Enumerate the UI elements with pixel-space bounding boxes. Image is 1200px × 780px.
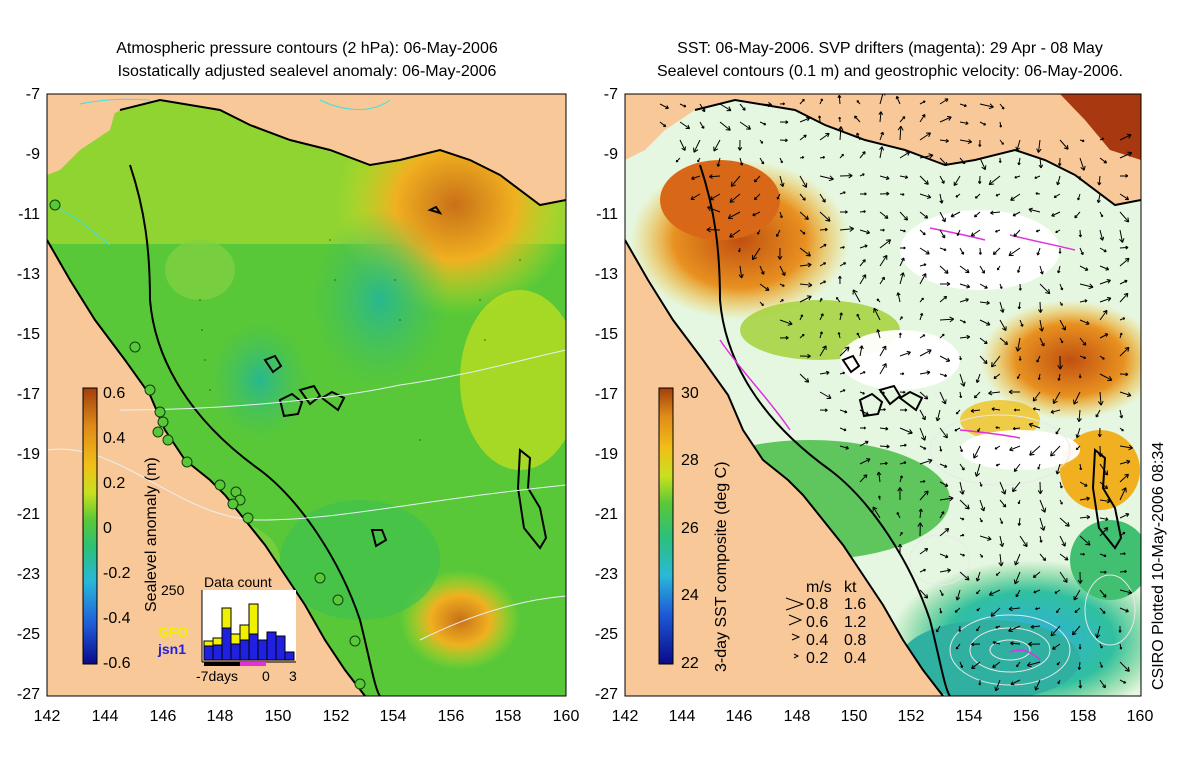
left-x-tick: 154 (373, 708, 413, 726)
left-y-tick: -11 (0, 206, 40, 224)
left-colorbar-tick: 0.4 (103, 430, 125, 448)
right-x-tick: 148 (777, 708, 817, 726)
left-x-tick: 144 (85, 708, 125, 726)
legend-kt-value: 1.2 (844, 614, 866, 632)
legend-ms-value: 0.6 (806, 614, 828, 632)
right-y-tick: -7 (578, 86, 618, 104)
right-y-tick: -15 (578, 326, 618, 344)
left-x-tick: 158 (488, 708, 528, 726)
inset-series-gfo: GFO (158, 624, 188, 640)
right-x-tick: 158 (1063, 708, 1103, 726)
right-y-tick: -21 (578, 506, 618, 524)
legend-kt-value: 1.6 (844, 596, 866, 614)
right-colorbar-tick: 26 (681, 520, 699, 538)
inset-xlabel-right: 3 (289, 668, 297, 684)
left-y-tick: -9 (0, 146, 40, 164)
legend-ms-value: 0.2 (806, 650, 828, 668)
right-map (625, 91, 1170, 720)
inset-xlabel-mid: 0 (262, 668, 270, 684)
right-colorbar-tick: 28 (681, 452, 699, 470)
right-x-tick: 146 (719, 708, 759, 726)
left-map (47, 94, 580, 696)
right-x-tick: 160 (1120, 708, 1160, 726)
left-y-tick: -23 (0, 566, 40, 584)
right-x-tick: 150 (834, 708, 874, 726)
left-colorbar-tick: 0 (103, 520, 112, 538)
left-y-tick: -17 (0, 386, 40, 404)
legend-kt-value: 0.4 (844, 650, 866, 668)
left-y-tick: -19 (0, 446, 40, 464)
left-x-tick: 156 (431, 708, 471, 726)
left-colorbar-label: Sealevel anomaly (m) (143, 457, 161, 612)
data-count-inset (202, 590, 296, 666)
right-y-tick: -25 (578, 626, 618, 644)
left-y-tick: -7 (0, 86, 40, 104)
right-y-tick: -9 (578, 146, 618, 164)
legend-header-ms: m/s (806, 579, 832, 597)
right-y-tick: -11 (578, 206, 618, 224)
legend-ms-value: 0.4 (806, 632, 828, 650)
left-x-tick: 152 (316, 708, 356, 726)
left-colorbar-tick: -0.2 (103, 565, 131, 583)
right-x-tick: 142 (605, 708, 645, 726)
left-x-tick: 150 (258, 708, 298, 726)
inset-xlabel-left: -7days (196, 668, 238, 684)
right-y-tick: -17 (578, 386, 618, 404)
legend-header-kt: kt (844, 579, 856, 597)
left-y-tick: -27 (0, 686, 40, 704)
legend-kt-value: 0.8 (844, 632, 866, 650)
left-colorbar (83, 388, 97, 664)
left-y-tick: -15 (0, 326, 40, 344)
right-colorbar-label: 3-day SST composite (deg C) (713, 462, 731, 672)
left-colorbar-tick: -0.6 (103, 655, 131, 673)
right-y-tick: -13 (578, 266, 618, 284)
inset-title: Data count (204, 574, 272, 590)
right-y-tick: -27 (578, 686, 618, 704)
left-x-tick: 142 (27, 708, 67, 726)
inset-ymax-label: 250 (161, 582, 184, 598)
right-colorbar-tick: 30 (681, 385, 699, 403)
left-y-tick: -21 (0, 506, 40, 524)
left-x-tick: 146 (143, 708, 183, 726)
inset-series-jsn1: jsn1 (158, 641, 186, 657)
right-y-tick: -19 (578, 446, 618, 464)
right-x-tick: 156 (1006, 708, 1046, 726)
left-x-tick: 160 (546, 708, 586, 726)
left-colorbar-tick: -0.4 (103, 610, 131, 628)
right-colorbar (659, 388, 673, 664)
legend-ms-value: 0.8 (806, 596, 828, 614)
left-y-tick: -13 (0, 266, 40, 284)
credit-label: CSIRO Plotted 10-May-2006 08:34 (1150, 442, 1168, 690)
left-colorbar-tick: 0.6 (103, 385, 125, 403)
left-colorbar-tick: 0.2 (103, 475, 125, 493)
right-colorbar-tick: 24 (681, 587, 699, 605)
right-x-tick: 152 (891, 708, 931, 726)
left-y-tick: -25 (0, 626, 40, 644)
right-x-tick: 144 (662, 708, 702, 726)
left-x-tick: 148 (200, 708, 240, 726)
right-y-tick: -23 (578, 566, 618, 584)
right-colorbar-tick: 22 (681, 655, 699, 673)
right-x-tick: 154 (949, 708, 989, 726)
